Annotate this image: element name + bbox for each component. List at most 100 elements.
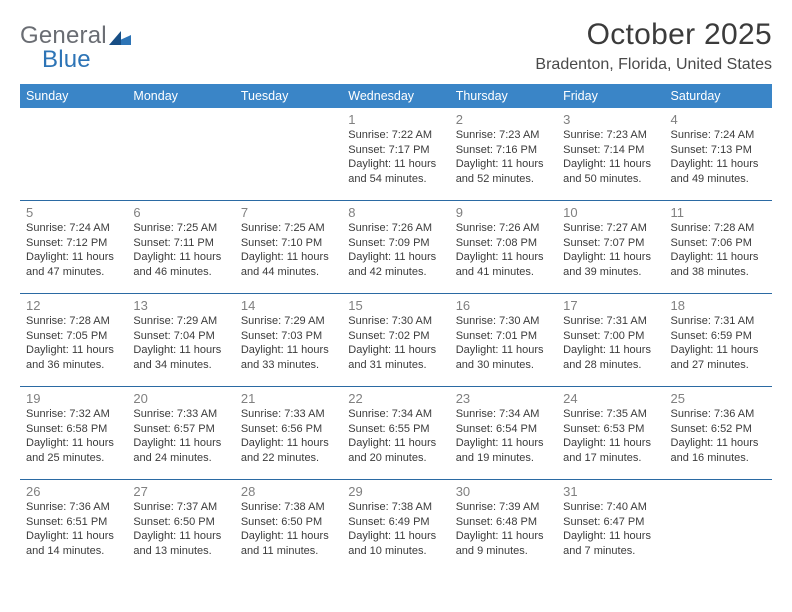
day-number: 18 — [671, 299, 766, 312]
sunrise-line: Sunrise: 7:35 AM — [563, 407, 658, 422]
daylight-line: Daylight: 11 hours and 22 minutes. — [241, 436, 336, 465]
daylight-label: Daylight: — [133, 530, 179, 542]
sunrise-line: Sunrise: 7:24 AM — [671, 128, 766, 143]
sunset-line: Sunset: 6:48 PM — [456, 515, 551, 530]
sunrise-label: Sunrise: — [348, 408, 391, 420]
calendar-cell: 4Sunrise: 7:24 AMSunset: 7:13 PMDaylight… — [665, 108, 772, 201]
sunset-value: 6:56 PM — [281, 423, 322, 435]
daylight-label: Daylight: — [348, 344, 394, 356]
sunrise-value: 7:27 AM — [607, 222, 647, 234]
calendar-cell — [665, 480, 772, 573]
sunrise-value: 7:33 AM — [284, 408, 324, 420]
daylight-label: Daylight: — [133, 437, 179, 449]
calendar-table: SundayMondayTuesdayWednesdayThursdayFrid… — [20, 84, 772, 572]
daylight-line: Daylight: 11 hours and 11 minutes. — [241, 529, 336, 558]
sunrise-value: 7:30 AM — [392, 315, 432, 327]
title-block: October 2025 Bradenton, Florida, United … — [535, 18, 772, 74]
sunrise-label: Sunrise: — [133, 501, 176, 513]
sunset-line: Sunset: 7:03 PM — [241, 329, 336, 344]
sunset-line: Sunset: 6:53 PM — [563, 422, 658, 437]
daylight-label: Daylight: — [671, 158, 717, 170]
calendar-cell — [20, 108, 127, 201]
calendar-cell: 9Sunrise: 7:26 AMSunset: 7:08 PMDaylight… — [450, 201, 557, 294]
sunset-line: Sunset: 7:16 PM — [456, 143, 551, 158]
sunset-label: Sunset: — [241, 516, 281, 528]
calendar-cell: 27Sunrise: 7:37 AMSunset: 6:50 PMDayligh… — [127, 480, 234, 573]
sunrise-label: Sunrise: — [456, 129, 499, 141]
header: General Blue October 2025 Bradenton, Flo… — [20, 18, 772, 74]
sunset-line: Sunset: 7:10 PM — [241, 236, 336, 251]
calendar-cell: 2 Sunrise: 7:23 AMSunset: 7:16 PMDaylight… — [450, 108, 557, 201]
daylight-line: Daylight: 11 hours and 13 minutes. — [133, 529, 228, 558]
sunset-value: 6:47 PM — [603, 516, 644, 528]
sunset-value: 6:58 PM — [66, 423, 107, 435]
sunrise-value: 7:34 AM — [499, 408, 539, 420]
sunset-line: Sunset: 6:47 PM — [563, 515, 658, 530]
calendar-cell: 28Sunrise: 7:38 AMSunset: 6:50 PMDayligh… — [235, 480, 342, 573]
sunset-line: Sunset: 6:52 PM — [671, 422, 766, 437]
day-number: 5 — [26, 206, 121, 219]
sunrise-label: Sunrise: — [671, 129, 714, 141]
sunrise-value: 7:36 AM — [69, 501, 109, 513]
sunset-value: 7:00 PM — [603, 330, 644, 342]
daylight-label: Daylight: — [671, 344, 717, 356]
sunset-label: Sunset: — [563, 144, 603, 156]
calendar-row: 19Sunrise: 7:32 AMSunset: 6:58 PMDayligh… — [20, 387, 772, 480]
sunset-label: Sunset: — [456, 330, 496, 342]
sunset-value: 6:48 PM — [496, 516, 537, 528]
sunset-value: 7:17 PM — [389, 144, 430, 156]
sunset-line: Sunset: 7:00 PM — [563, 329, 658, 344]
daylight-label: Daylight: — [348, 437, 394, 449]
sunset-label: Sunset: — [241, 423, 281, 435]
daylight-label: Daylight: — [26, 437, 72, 449]
sunset-value: 6:53 PM — [603, 423, 644, 435]
sunset-value: 6:50 PM — [174, 516, 215, 528]
sunset-line: Sunset: 6:56 PM — [241, 422, 336, 437]
sunrise-line: Sunrise: 7:31 AM — [563, 314, 658, 329]
day-number: 9 — [456, 206, 551, 219]
day-number: 15 — [348, 299, 443, 312]
calendar-cell: 23Sunrise: 7:34 AMSunset: 6:54 PMDayligh… — [450, 387, 557, 480]
sunrise-value: 7:39 AM — [499, 501, 539, 513]
sunrise-line: Sunrise: 7:40 AM — [563, 500, 658, 515]
sunset-label: Sunset: — [26, 516, 66, 528]
sunrise-line: Sunrise: 7:23 AM — [456, 128, 551, 143]
daylight-line: Daylight: 11 hours and 52 minutes. — [456, 157, 551, 186]
sunrise-label: Sunrise: — [671, 222, 714, 234]
sunset-value: 7:16 PM — [496, 144, 537, 156]
sunrise-label: Sunrise: — [133, 222, 176, 234]
daylight-line: Daylight: 11 hours and 30 minutes. — [456, 343, 551, 372]
logo-part2: Blue — [42, 46, 91, 74]
calendar-cell: 29Sunrise: 7:38 AMSunset: 6:49 PMDayligh… — [342, 480, 449, 573]
sunrise-line: Sunrise: 7:34 AM — [348, 407, 443, 422]
daylight-label: Daylight: — [563, 344, 609, 356]
sunrise-line: Sunrise: 7:28 AM — [26, 314, 121, 329]
calendar-cell: 10Sunrise: 7:27 AMSunset: 7:07 PMDayligh… — [557, 201, 664, 294]
sunrise-line: Sunrise: 7:25 AM — [241, 221, 336, 236]
daylight-line: Daylight: 11 hours and 39 minutes. — [563, 250, 658, 279]
daylight-label: Daylight: — [563, 251, 609, 263]
sunset-line: Sunset: 6:50 PM — [241, 515, 336, 530]
calendar-cell: 30Sunrise: 7:39 AMSunset: 6:48 PMDayligh… — [450, 480, 557, 573]
daylight-line: Daylight: 11 hours and 31 minutes. — [348, 343, 443, 372]
day-number: 29 — [348, 485, 443, 498]
sunset-label: Sunset: — [26, 423, 66, 435]
sunset-value: 7:10 PM — [281, 237, 322, 249]
day-number: 2 — [456, 113, 551, 126]
sunset-value: 7:12 PM — [66, 237, 107, 249]
sunset-value: 7:09 PM — [389, 237, 430, 249]
sunset-label: Sunset: — [671, 423, 711, 435]
day-number: 3 — [563, 113, 658, 126]
daylight-line: Daylight: 11 hours and 42 minutes. — [348, 250, 443, 279]
daylight-line: Daylight: 11 hours and 20 minutes. — [348, 436, 443, 465]
sunrise-label: Sunrise: — [563, 501, 606, 513]
sunset-label: Sunset: — [671, 237, 711, 249]
sunrise-line: Sunrise: 7:36 AM — [26, 500, 121, 515]
day-number: 11 — [671, 206, 766, 219]
daylight-line: Daylight: 11 hours and 19 minutes. — [456, 436, 551, 465]
sunrise-line: Sunrise: 7:30 AM — [348, 314, 443, 329]
sunrise-value: 7:28 AM — [69, 315, 109, 327]
sunrise-line: Sunrise: 7:27 AM — [563, 221, 658, 236]
calendar-cell: 7Sunrise: 7:25 AMSunset: 7:10 PMDaylight… — [235, 201, 342, 294]
sunrise-label: Sunrise: — [671, 408, 714, 420]
